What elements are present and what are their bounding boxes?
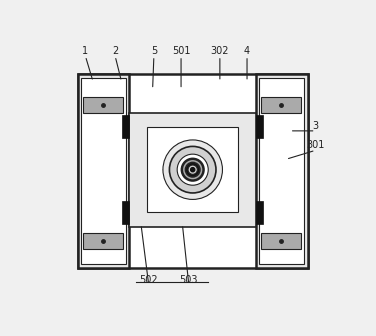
Circle shape	[170, 146, 216, 193]
Polygon shape	[193, 175, 208, 196]
Text: 4: 4	[244, 46, 250, 56]
Circle shape	[191, 168, 195, 172]
Text: 1: 1	[82, 46, 88, 56]
Bar	[256, 201, 263, 224]
Bar	[261, 233, 301, 249]
Polygon shape	[193, 144, 208, 164]
Circle shape	[182, 159, 203, 180]
Bar	[122, 115, 129, 138]
Bar	[83, 233, 123, 249]
Bar	[122, 201, 129, 224]
Text: 2: 2	[112, 46, 118, 56]
Bar	[129, 113, 256, 226]
Polygon shape	[178, 144, 193, 164]
Bar	[83, 97, 123, 113]
Bar	[256, 115, 263, 138]
Bar	[77, 74, 308, 268]
Bar	[147, 127, 238, 212]
Polygon shape	[202, 164, 223, 175]
Bar	[81, 78, 126, 264]
Bar	[256, 74, 308, 268]
Bar	[259, 78, 305, 264]
Circle shape	[177, 154, 208, 185]
Circle shape	[163, 140, 223, 200]
Text: 502: 502	[139, 275, 158, 285]
Text: 5: 5	[151, 46, 157, 56]
Circle shape	[188, 165, 197, 174]
Text: 301: 301	[306, 140, 325, 150]
Text: 503: 503	[180, 275, 198, 285]
Polygon shape	[178, 175, 193, 196]
Bar	[77, 74, 129, 268]
Text: 302: 302	[211, 46, 229, 56]
Text: 501: 501	[172, 46, 190, 56]
Text: 3: 3	[312, 121, 318, 131]
Circle shape	[185, 162, 200, 177]
Bar	[261, 97, 301, 113]
Polygon shape	[163, 164, 183, 175]
